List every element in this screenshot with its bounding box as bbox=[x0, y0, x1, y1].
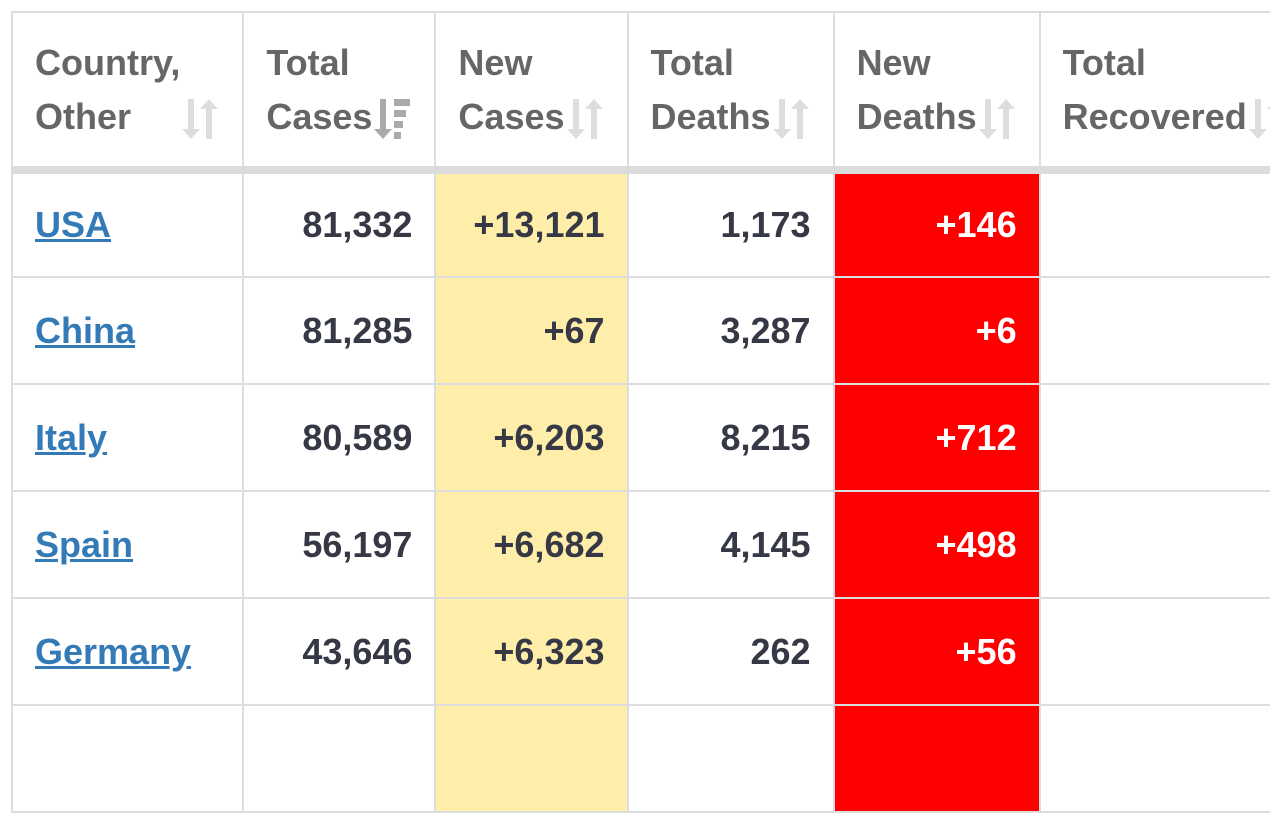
total-cases-cell: 81,285 bbox=[242, 276, 437, 385]
new-deaths-cell bbox=[832, 704, 1041, 813]
covid-stats-table: Country, Other Total Cases New Cases Total Deat… bbox=[10, 11, 1270, 813]
total-recovered-cell bbox=[1038, 490, 1270, 599]
total-cases-cell: 80,589 bbox=[242, 383, 437, 492]
table-row: USA 81,332 +13,121 1,173 +146 bbox=[10, 169, 1270, 278]
sort-unsorted-icon[interactable] bbox=[771, 97, 811, 141]
new-cases-cell: +13,121 bbox=[434, 169, 629, 278]
new-deaths-cell: +146 bbox=[832, 169, 1041, 278]
sort-unsorted-icon[interactable] bbox=[1247, 97, 1270, 141]
total-recovered-cell bbox=[1038, 383, 1270, 492]
column-header[interactable]: Total Deaths bbox=[626, 11, 835, 174]
country-link[interactable]: Germany bbox=[35, 630, 192, 672]
total-recovered-cell bbox=[1038, 704, 1270, 813]
country-cell bbox=[10, 704, 245, 813]
total-recovered-cell bbox=[1038, 597, 1270, 706]
country-cell: USA bbox=[10, 169, 245, 278]
table-row: Germany 43,646 +6,323 262 +56 bbox=[10, 597, 1270, 706]
column-header-label: Total Cases bbox=[266, 41, 373, 137]
table-row: Spain 56,197 +6,682 4,145 +498 bbox=[10, 490, 1270, 599]
total-deaths-cell: 262 bbox=[626, 597, 835, 706]
total-deaths-cell: 1,173 bbox=[626, 169, 835, 278]
total-deaths-cell: 4,145 bbox=[626, 490, 835, 599]
country-cell: China bbox=[10, 276, 245, 385]
country-link[interactable]: China bbox=[35, 309, 136, 351]
table-row bbox=[10, 704, 1270, 813]
table-row: Italy 80,589 +6,203 8,215 +712 bbox=[10, 383, 1270, 492]
sort-unsorted-icon[interactable] bbox=[180, 97, 220, 141]
country-link[interactable]: USA bbox=[35, 204, 112, 245]
country-cell: Spain bbox=[10, 490, 245, 599]
new-deaths-cell: +6 bbox=[832, 276, 1041, 385]
country-cell: Germany bbox=[10, 597, 245, 706]
total-cases-cell: 43,646 bbox=[242, 597, 437, 706]
new-cases-cell: +6,682 bbox=[434, 490, 629, 599]
new-deaths-cell: +498 bbox=[832, 490, 1041, 599]
column-header-label: New Deaths bbox=[856, 41, 977, 137]
column-header-label: Total Recovered bbox=[1062, 41, 1247, 137]
column-header-label: New Cases bbox=[458, 41, 565, 137]
new-cases-cell: +6,203 bbox=[434, 383, 629, 492]
table-row: China 81,285 +67 3,287 +6 bbox=[10, 276, 1270, 385]
column-header[interactable]: New Cases bbox=[434, 11, 629, 174]
country-cell: Italy bbox=[10, 383, 245, 492]
sort-unsorted-icon[interactable] bbox=[565, 97, 605, 141]
sort-unsorted-icon[interactable] bbox=[977, 97, 1017, 141]
sort-descending-icon[interactable] bbox=[372, 97, 412, 141]
column-header[interactable]: Country, Other bbox=[10, 11, 245, 174]
column-header[interactable]: Total Cases bbox=[242, 11, 437, 174]
total-deaths-cell: 3,287 bbox=[626, 276, 835, 385]
column-header[interactable]: New Deaths bbox=[832, 11, 1041, 174]
total-recovered-cell bbox=[1038, 276, 1270, 385]
total-cases-cell: 56,197 bbox=[242, 490, 437, 599]
total-recovered-cell bbox=[1038, 169, 1270, 278]
country-link[interactable]: Spain bbox=[35, 523, 134, 565]
country-link[interactable]: Italy bbox=[35, 416, 108, 458]
header-row: Country, Other Total Cases New Cases Total Deat… bbox=[10, 11, 1270, 174]
total-deaths-cell: 8,215 bbox=[626, 383, 835, 492]
column-header-label: Total Deaths bbox=[650, 41, 771, 137]
total-deaths-cell bbox=[626, 704, 835, 813]
column-header-label: Country, Other bbox=[35, 41, 181, 137]
new-cases-cell: +67 bbox=[434, 276, 629, 385]
new-cases-cell: +6,323 bbox=[434, 597, 629, 706]
new-deaths-cell: +712 bbox=[832, 383, 1041, 492]
new-cases-cell bbox=[434, 704, 629, 813]
new-deaths-cell: +56 bbox=[832, 597, 1041, 706]
column-header[interactable]: Total Recovered bbox=[1038, 11, 1270, 174]
total-cases-cell bbox=[242, 704, 437, 813]
total-cases-cell: 81,332 bbox=[242, 169, 437, 278]
